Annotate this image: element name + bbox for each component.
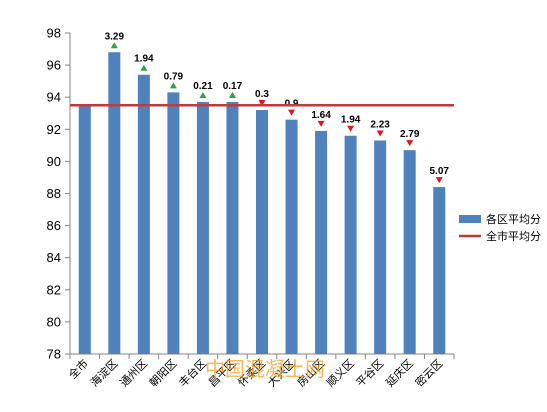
category-label: 延庆区 bbox=[383, 356, 416, 389]
bar bbox=[403, 150, 416, 354]
data-label: 2.23 bbox=[370, 120, 390, 131]
legend: 各区平均分 全市平均分 bbox=[459, 212, 541, 243]
up-arrow-marker bbox=[110, 42, 118, 49]
y-tick-label: 94 bbox=[47, 90, 61, 105]
up-arrow-marker bbox=[169, 82, 177, 89]
up-arrow-marker bbox=[199, 92, 207, 99]
category-label: 顺义区 bbox=[324, 357, 357, 390]
data-label: 1.94 bbox=[134, 54, 154, 65]
data-label: 0.17 bbox=[223, 81, 243, 92]
data-label: 2.79 bbox=[400, 129, 420, 140]
category-label: 密云区 bbox=[412, 356, 445, 389]
legend-swatch-bars bbox=[459, 215, 481, 223]
down-arrow-marker bbox=[435, 177, 443, 184]
bar bbox=[433, 187, 446, 354]
bar bbox=[344, 135, 357, 354]
bars bbox=[78, 52, 446, 354]
down-arrow-marker bbox=[317, 120, 325, 127]
legend-label-line: 全市平均分 bbox=[486, 229, 541, 243]
watermark: 中国混凝土网 bbox=[205, 357, 325, 381]
data-label: 5.07 bbox=[429, 166, 449, 177]
axes: 78 80 82 84 86 88 90 92 94 96 98 bbox=[47, 26, 455, 362]
y-tick-label: 98 bbox=[47, 26, 61, 41]
bar bbox=[226, 102, 239, 354]
bar bbox=[285, 119, 298, 354]
category-label: 平谷区 bbox=[354, 357, 387, 390]
down-arrow-marker bbox=[406, 140, 414, 147]
bar bbox=[167, 92, 180, 354]
bar bbox=[108, 52, 121, 354]
down-arrow-marker bbox=[376, 130, 384, 137]
legend-label-bars: 各区平均分 bbox=[486, 212, 541, 226]
y-tick-label: 90 bbox=[47, 154, 61, 169]
data-label: 0.21 bbox=[193, 81, 213, 92]
bar bbox=[196, 102, 209, 354]
y-tick-label: 80 bbox=[47, 314, 61, 329]
y-tick-label: 96 bbox=[47, 58, 61, 73]
bar bbox=[256, 110, 268, 354]
bar bbox=[137, 74, 150, 354]
data-label: 3.29 bbox=[105, 31, 125, 42]
category-label: 通州区 bbox=[117, 357, 150, 390]
bar bbox=[78, 105, 91, 354]
y-tick-label: 84 bbox=[47, 250, 61, 265]
y-tick-label: 88 bbox=[47, 186, 61, 201]
category-label: 朝阳区 bbox=[147, 357, 180, 390]
down-arrow-marker bbox=[288, 109, 296, 116]
category-label: 海淀区 bbox=[87, 356, 120, 389]
diff-markers bbox=[110, 42, 443, 184]
data-label: 0.3 bbox=[255, 89, 269, 100]
y-tick-label: 86 bbox=[47, 218, 61, 233]
y-tick-label: 78 bbox=[47, 347, 61, 362]
category-label: 全市 bbox=[65, 356, 90, 381]
data-label: 1.64 bbox=[311, 110, 331, 121]
up-arrow-marker bbox=[228, 92, 236, 99]
up-arrow-marker bbox=[140, 64, 148, 71]
y-tick-label: 92 bbox=[47, 122, 61, 137]
y-tick-label: 82 bbox=[47, 282, 61, 297]
data-label: 0.79 bbox=[164, 71, 184, 82]
down-arrow-marker bbox=[258, 100, 266, 107]
data-label: 1.94 bbox=[341, 115, 361, 126]
bar bbox=[374, 140, 387, 354]
down-arrow-marker bbox=[347, 125, 355, 132]
bar bbox=[315, 130, 328, 354]
